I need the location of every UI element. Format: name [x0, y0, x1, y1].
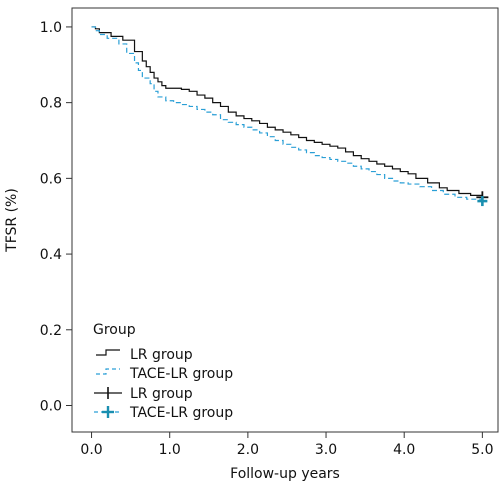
series-lr-line — [91, 26, 483, 198]
y-tick-label: 1.0 — [40, 20, 62, 36]
y-axis-label: TFSR (%) — [4, 188, 20, 253]
legend-label-lr: LR group — [130, 347, 193, 363]
legend-step-tace — [96, 368, 120, 375]
x-tick-labels: 0.0 1.0 2.0 3.0 4.0 5.0 — [80, 442, 493, 458]
x-tick-label: 0.0 — [80, 442, 102, 458]
x-tick-label: 1.0 — [159, 442, 181, 458]
x-tick-label: 5.0 — [471, 442, 493, 458]
y-tick-label: 0.0 — [40, 399, 62, 415]
x-tick-label: 2.0 — [237, 442, 259, 458]
plot-frame — [71, 7, 499, 433]
legend-swatch-tace-censor — [94, 406, 122, 418]
legend-label-tace-censor: TACE-LR group — [129, 405, 233, 421]
legend-swatch-tace-step — [96, 368, 120, 375]
x-axis-label: Follow-up years — [230, 466, 340, 482]
y-tick-label: 0.8 — [40, 96, 62, 112]
y-tick-label: 0.6 — [40, 171, 62, 187]
legend: Group LR group TACE-LR group LR group TA… — [93, 322, 233, 421]
legend-label-lr-censor: LR group — [130, 386, 193, 402]
censor-layer — [476, 191, 489, 207]
legend-step-lr — [96, 349, 120, 356]
tick-marks — [66, 26, 483, 438]
x-tick-label: 3.0 — [315, 442, 337, 458]
legend-swatch-lr-censor — [94, 387, 122, 399]
legend-label-tace: TACE-LR group — [129, 366, 233, 382]
legend-title: Group — [93, 322, 136, 338]
y-tick-label: 0.4 — [40, 247, 62, 263]
x-tick-label: 4.0 — [393, 442, 415, 458]
y-tick-labels: 0.0 0.2 0.4 0.6 0.8 1.0 — [40, 20, 62, 415]
legend-swatch-lr-step — [96, 349, 120, 356]
censor-mark-tace-lr — [477, 196, 488, 207]
series-tace-lr-line — [91, 26, 483, 202]
series-layer — [91, 26, 483, 202]
y-tick-label: 0.2 — [40, 323, 62, 339]
